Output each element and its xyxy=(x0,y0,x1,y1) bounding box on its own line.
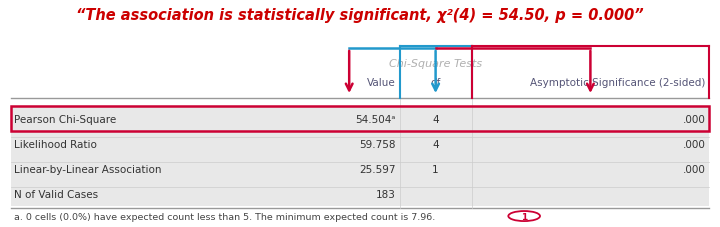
Text: .000: .000 xyxy=(683,114,706,124)
Text: a. 0 cells (0.0%) have expected count less than 5. The minimum expected count is: a. 0 cells (0.0%) have expected count le… xyxy=(14,212,436,221)
Text: N of Valid Cases: N of Valid Cases xyxy=(14,189,99,199)
Text: Pearson Chi-Square: Pearson Chi-Square xyxy=(14,114,117,124)
Text: Linear-by-Linear Association: Linear-by-Linear Association xyxy=(14,164,162,174)
Text: Value: Value xyxy=(367,78,396,88)
Text: 4: 4 xyxy=(432,114,439,124)
Text: .000: .000 xyxy=(683,139,706,149)
Text: 4: 4 xyxy=(432,139,439,149)
Text: “The association is statistically significant, χ²(4) = 54.50, p = 0.000”: “The association is statistically signif… xyxy=(76,8,644,23)
Text: .000: .000 xyxy=(683,164,706,174)
Text: 59.758: 59.758 xyxy=(359,139,396,149)
Text: 183: 183 xyxy=(376,189,396,199)
Text: 54.504ᵃ: 54.504ᵃ xyxy=(356,114,396,124)
Text: 1: 1 xyxy=(521,212,527,221)
Text: 25.597: 25.597 xyxy=(359,164,396,174)
Text: Likelihood Ratio: Likelihood Ratio xyxy=(14,139,97,149)
Text: df: df xyxy=(431,78,441,88)
Text: Asymptotic Significance (2-sided): Asymptotic Significance (2-sided) xyxy=(530,78,706,88)
Text: 1: 1 xyxy=(432,164,439,174)
Text: Chi-Square Tests: Chi-Square Tests xyxy=(389,59,482,69)
